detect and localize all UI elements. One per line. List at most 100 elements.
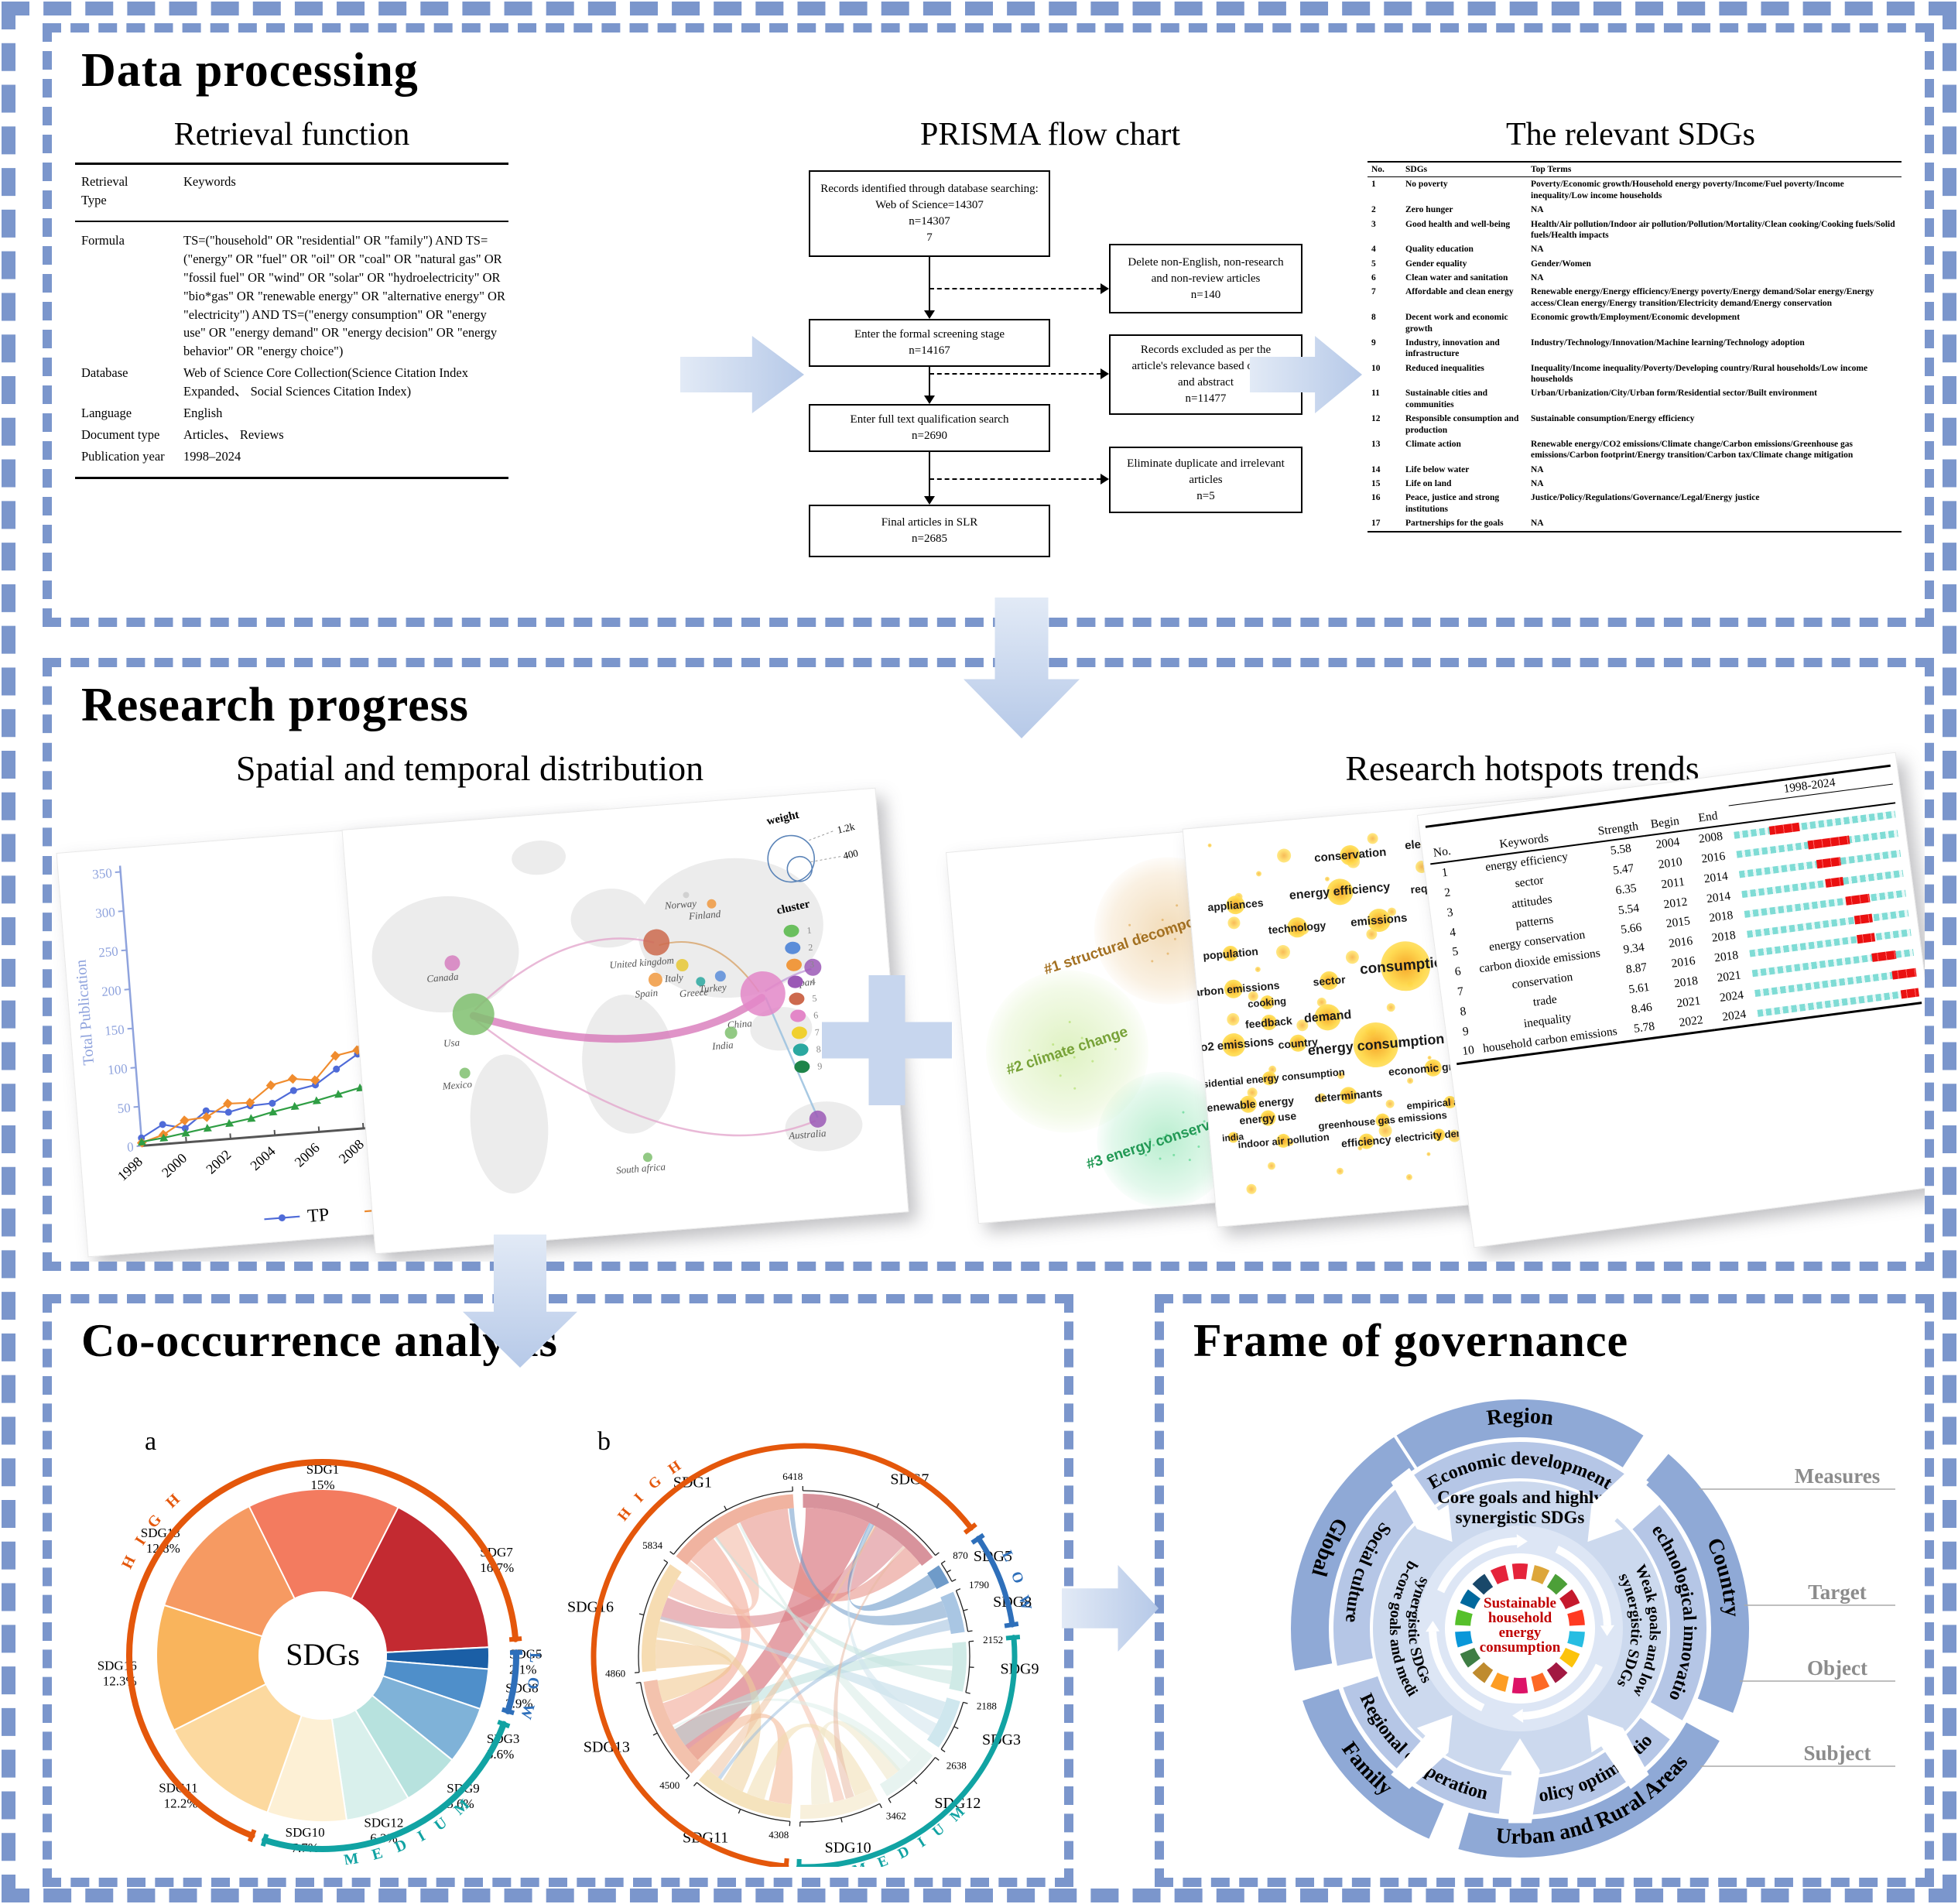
map-country-bubble: Australia [788, 1110, 827, 1142]
svg-text:2006: 2006 [292, 1140, 323, 1170]
svg-text:Core goals and highly: Core goals and highly [1437, 1488, 1603, 1507]
flow-arrow-right-3 [1062, 1565, 1159, 1652]
map-country-bubble: South africa [616, 1152, 666, 1176]
svg-text:4860: 4860 [605, 1667, 625, 1679]
svg-text:2004: 2004 [247, 1143, 278, 1173]
prisma-main-box: Enter full text qualification search n=26… [809, 404, 1050, 452]
sdgs-table-row: 5 Gender equality Gender/Women [1371, 259, 1591, 269]
svg-text:0: 0 [126, 1139, 134, 1155]
governance-side-label: Object [1807, 1656, 1867, 1680]
flow-arrow-right-1 [680, 336, 804, 413]
svg-text:100: 100 [107, 1061, 128, 1077]
governance-title: Frame of governance [1193, 1315, 1629, 1366]
sdgs-table-row: 14 Life below water NA [1371, 464, 1544, 474]
keyword-bubble-label: demand [1303, 1008, 1352, 1026]
chord-segment-label: SDG10 [825, 1840, 871, 1857]
svg-text:Spain: Spain [635, 987, 659, 1000]
chord-segment [643, 1680, 701, 1774]
svg-text:2002: 2002 [203, 1147, 234, 1177]
retrieval-table-header: Retrieval Type Keywords [75, 163, 508, 222]
subfigure-b-label: b [597, 1427, 611, 1456]
chord-ribbon [738, 1522, 923, 1760]
chord-segment [676, 1494, 794, 1565]
chord-segment-label: SDG9 [1000, 1661, 1039, 1678]
sdgs-table-row: 8 Decent work and economic growth Economic… [1371, 313, 1741, 334]
svg-text:1.2k: 1.2k [836, 820, 856, 836]
sdgs-table-row: 1 No poverty Poverty/Economic growth/House… [1371, 180, 1844, 200]
svg-text:9: 9 [817, 1060, 823, 1071]
chord-ribbon [656, 1639, 732, 1703]
pie-slice [350, 1506, 490, 1653]
svg-text:300: 300 [95, 905, 116, 921]
chord-ribbon [847, 1522, 936, 1611]
governance-center-label: consumption [1480, 1639, 1561, 1656]
country-collaboration-map: Usa Canada Mexico United kingdom NorwayFinla… [371, 809, 863, 1193]
pie-slice [163, 1505, 296, 1638]
map-country-bubble: India [711, 1026, 738, 1052]
prisma-title: PRISMA flow chart [920, 117, 1180, 152]
svg-text:2: 2 [808, 942, 813, 953]
svg-text:250: 250 [98, 944, 119, 961]
sdgs-table-row: 16 Peace, justice and strong institutions… [1371, 493, 1760, 514]
sdgs-table-row: 13 Climate action Renewable energy/CO2 emi… [1371, 439, 1854, 461]
svg-text:2000: 2000 [159, 1150, 190, 1180]
svg-text:2188: 2188 [977, 1700, 997, 1711]
chord-segment [879, 1747, 933, 1796]
keyword-bubble-label: feedback [1244, 1013, 1293, 1031]
svg-text:350: 350 [92, 865, 113, 882]
pie-center-label: SDGs [286, 1637, 360, 1672]
chord-segment [926, 1697, 960, 1748]
svg-text:870: 870 [953, 1550, 968, 1561]
prisma-main-box: Final articles in SLR n=2685 [809, 505, 1050, 557]
svg-text:3: 3 [809, 959, 814, 970]
panel-co-occurrence: Co-occurrence analysis a SDG1 15% SDG7 16.7… [43, 1294, 1073, 1887]
sdgs-table-row: 11 Sustainable cities and communities Urba… [1371, 389, 1818, 409]
chord-ribbon [747, 1723, 872, 1800]
pie-slice [156, 1604, 268, 1731]
svg-text:1998: 1998 [115, 1154, 145, 1184]
burst-keywords-table: 1998-2024 No. Keywords Strength Begin End 1 ene… [1425, 765, 1922, 1066]
svg-text:2008: 2008 [336, 1136, 367, 1166]
chord-segment [799, 1788, 878, 1819]
prisma-side-box: Eliminate duplicate and irrelevant articl… [1109, 447, 1302, 513]
chord-ribbon [714, 1536, 953, 1685]
svg-text:2152: 2152 [983, 1634, 1003, 1645]
world-map-card: Usa Canada Mexico United kingdom Norway Finla… [341, 787, 909, 1255]
chord-ribbon [662, 1538, 751, 1725]
chord-ribbon [717, 1618, 951, 1780]
pie-slice-label: SDG1 15% [306, 1462, 340, 1492]
prisma-main-box: Records identified through database sear… [809, 170, 1050, 257]
chord-segment-label: SDG3 [982, 1731, 1021, 1748]
svg-text:South africa: South africa [616, 1160, 666, 1176]
keyword-bubble-label: appliances [1207, 896, 1265, 914]
chord-ribbon [674, 1647, 953, 1746]
svg-text:Region: Region [1485, 1404, 1555, 1430]
chord-segment-label: SDG13 [584, 1739, 630, 1756]
keyword-bubble-label: technology [1268, 919, 1326, 937]
chord-ribbon [660, 1616, 946, 1720]
governance-side-label: Measures [1795, 1464, 1880, 1488]
svg-text:Greece: Greece [679, 986, 708, 1000]
chord-segment-label: SDG5 [974, 1548, 1012, 1565]
chord-segment [642, 1564, 682, 1673]
sdgs-table-row: 6 Clean water and sanitation NA [1371, 273, 1544, 283]
svg-text:TP: TP [306, 1205, 330, 1227]
svg-text:Usa: Usa [443, 1036, 460, 1050]
chord-ribbon [656, 1621, 762, 1792]
svg-text:5: 5 [812, 993, 817, 1004]
retrieval-row: Publication year 1998–2024 [81, 448, 241, 464]
chord-segment [949, 1642, 967, 1692]
chord-segment-label: SDG7 [890, 1471, 929, 1488]
chord-ribbon [833, 1546, 905, 1800]
governance-side-label: Target [1808, 1580, 1867, 1604]
svg-text:150: 150 [104, 1022, 125, 1039]
governance-side-label: Subject [1804, 1741, 1871, 1765]
chord-ribbon [740, 1508, 921, 1602]
sdgs-table-row: 17 Partnerships for the goals NA [1371, 519, 1544, 529]
chord-ribbon [810, 1720, 901, 1805]
svg-text:3462: 3462 [886, 1810, 906, 1821]
chord-ribbon [789, 1508, 948, 1626]
svg-text:6418: 6418 [782, 1471, 803, 1482]
map-country-bubble: Norway [663, 892, 697, 912]
